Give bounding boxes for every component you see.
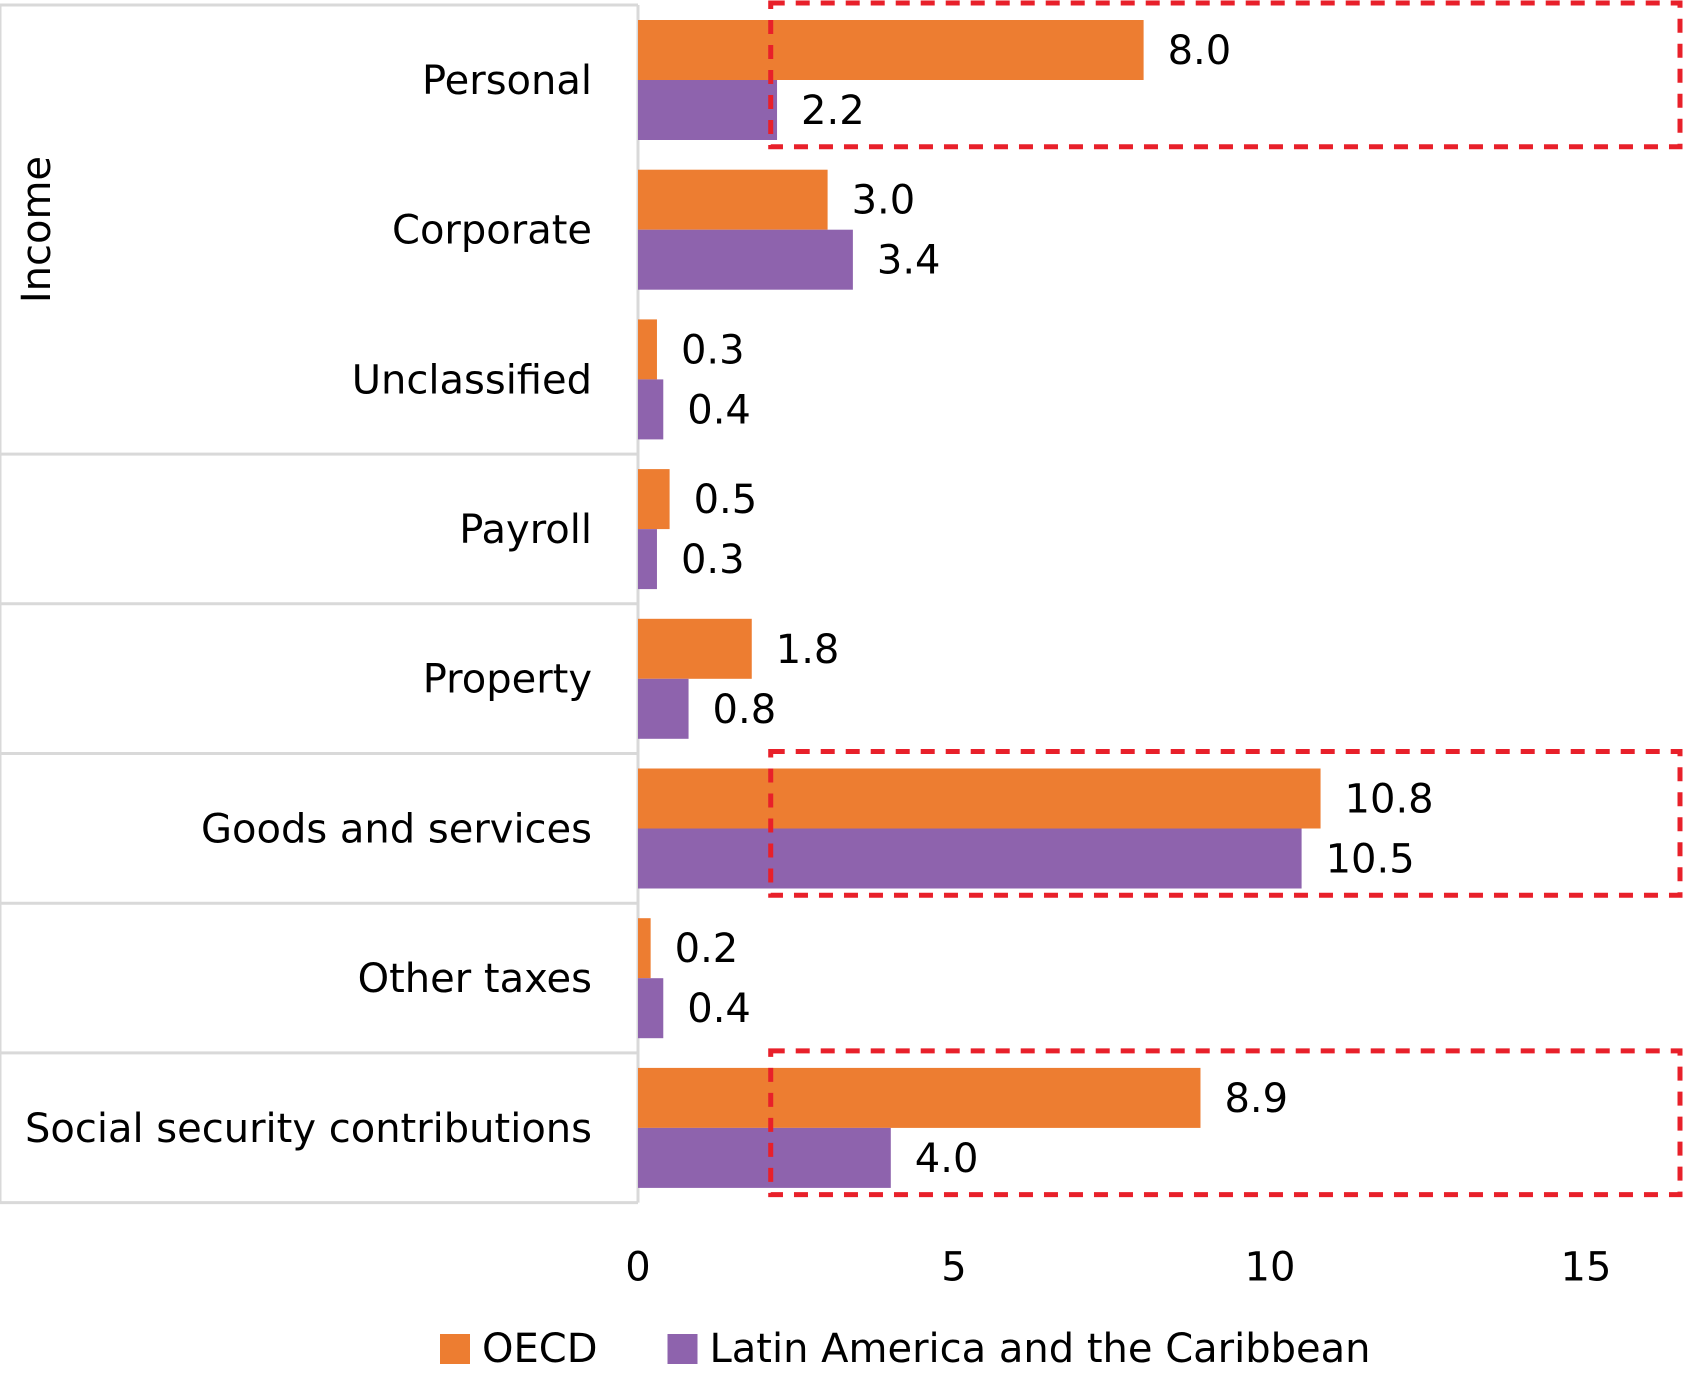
bar-lac-1 — [638, 229, 853, 290]
category-label: Personal — [422, 58, 592, 104]
highlight-box — [768, 1048, 1683, 1198]
value-label: 3.0 — [852, 178, 916, 224]
bar-oecd-7 — [638, 1067, 1201, 1128]
value-label: 0.4 — [687, 986, 751, 1032]
category-label: Other taxes — [358, 956, 592, 1002]
bar-oecd-2 — [638, 319, 657, 380]
value-label: 1.8 — [776, 627, 840, 673]
value-labels: 8.0 2.2 3.0 3.4 0.3 0.4 0.5 0.3 1.8 0.8 10.8 10.5 0.… — [675, 28, 1434, 1182]
legend: OECD Latin America and the Caribbean — [440, 1326, 1370, 1372]
bar-oecd-6 — [638, 918, 651, 979]
group-labels: Income — [14, 156, 60, 303]
category-label: Payroll — [459, 507, 592, 553]
legend-swatch — [667, 1334, 698, 1364]
highlight-box — [768, 0, 1683, 150]
bar-oecd-1 — [638, 169, 828, 230]
bar-lac-0 — [638, 80, 778, 140]
group-label-income: Income — [14, 156, 60, 303]
category-label: Unclassified — [352, 357, 592, 403]
value-label: 10.5 — [1326, 837, 1415, 883]
x-tick-label: 0 — [625, 1245, 650, 1291]
value-label: 2.2 — [801, 88, 865, 134]
category-labels: Personal Corporate Unclassified Payroll Prop… — [25, 58, 592, 1152]
bar-oecd-3 — [638, 469, 670, 530]
x-axis-ticks: 0 5 10 15 — [625, 1245, 1611, 1291]
value-label: 0.3 — [681, 327, 745, 373]
value-label: 0.4 — [687, 387, 751, 433]
category-label: Goods and services — [201, 806, 592, 852]
highlight-box — [768, 749, 1683, 898]
legend-label: OECD — [482, 1326, 598, 1372]
value-label: 8.0 — [1168, 28, 1232, 74]
bar-oecd-0 — [638, 20, 1144, 80]
bar-oecd-5 — [638, 768, 1321, 829]
category-label: Property — [423, 657, 592, 703]
value-label: 0.2 — [675, 926, 739, 972]
x-tick-label: 5 — [941, 1245, 966, 1291]
category-label: Social security contributions — [25, 1106, 592, 1152]
value-label: 0.8 — [713, 687, 777, 733]
legend-swatch — [440, 1334, 470, 1364]
value-label: 10.8 — [1345, 777, 1434, 823]
bar-lac-2 — [638, 379, 664, 440]
x-tick-label: 15 — [1561, 1245, 1612, 1291]
bar-lac-5 — [638, 828, 1302, 889]
value-label: 0.5 — [694, 477, 758, 523]
bars — [638, 20, 1321, 1188]
value-label: 0.3 — [681, 537, 745, 583]
bar-oecd-4 — [638, 618, 752, 679]
legend-label: Latin America and the Caribbean — [710, 1326, 1371, 1372]
highlight-boxes — [768, 0, 1683, 1198]
bar-lac-4 — [638, 678, 689, 739]
category-label: Corporate — [392, 208, 592, 254]
category-separators — [0, 3, 640, 1205]
bar-lac-6 — [638, 978, 664, 1039]
value-label: 4.0 — [915, 1136, 979, 1182]
x-tick-label: 10 — [1245, 1245, 1296, 1291]
bar-lac-3 — [638, 529, 657, 590]
bar-lac-7 — [638, 1127, 891, 1188]
value-label: 3.4 — [877, 238, 941, 284]
value-label: 8.9 — [1224, 1076, 1288, 1122]
